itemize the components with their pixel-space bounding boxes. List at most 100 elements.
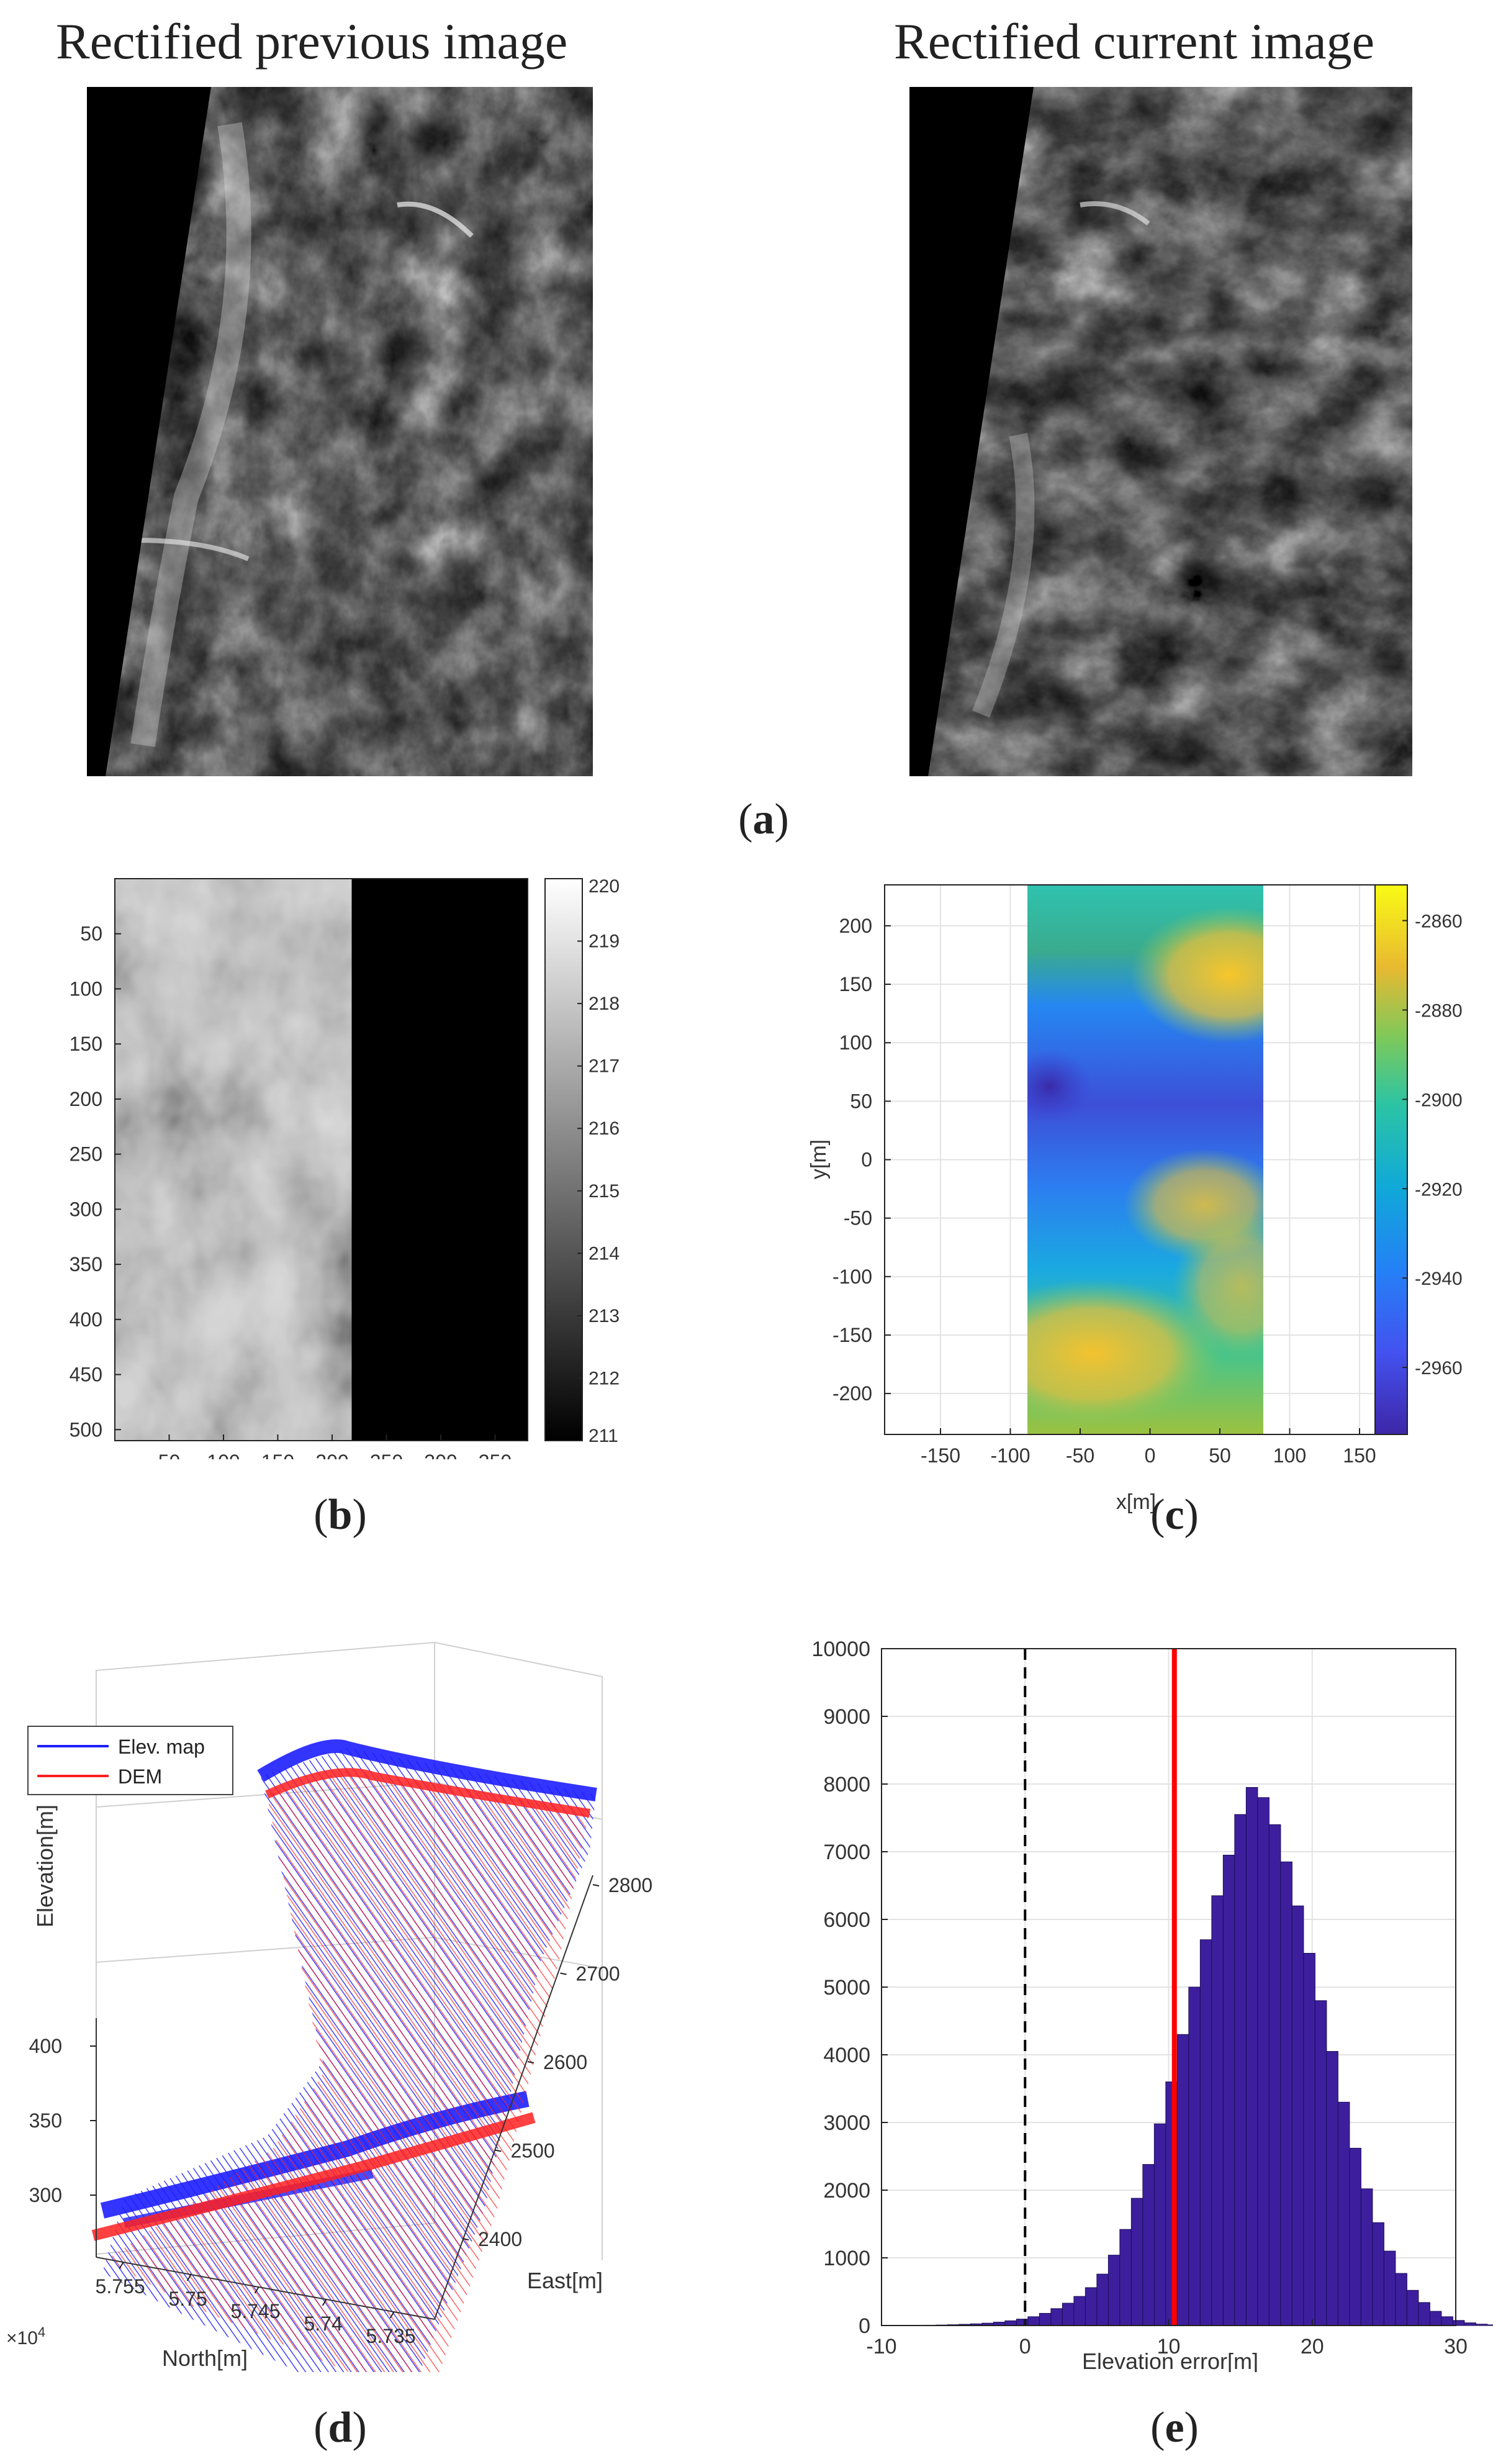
histogram-bar <box>1291 1905 1304 2326</box>
dem-point-cloud <box>91 1768 591 2372</box>
b-ytick-label: 100 <box>70 977 102 1000</box>
histogram-bar <box>1326 2051 1338 2326</box>
panel-label-c: (c) <box>1150 1491 1199 1539</box>
panel-e-histogram: -10 0 10 20 30100009000800070006000500040003… <box>811 1637 1493 2372</box>
d-east-tick-label: 2600 <box>543 2051 587 2073</box>
left-image-title: Rectified previous image <box>56 13 568 70</box>
histogram-bar <box>1280 1861 1292 2326</box>
histogram-bars <box>924 1787 1493 2326</box>
histogram-bar <box>1429 2311 1442 2326</box>
d-east-tick-label: 2800 <box>608 1874 652 1896</box>
panel-label-e: (e) <box>1150 2404 1199 2452</box>
b-colorbar-label: 211 <box>589 1426 618 1446</box>
b-ytick-label: 300 <box>70 1198 102 1220</box>
grayscale-colorbar <box>544 878 583 1441</box>
histogram-bar <box>1245 1787 1258 2326</box>
b-colorbar-label: 219 <box>589 931 620 952</box>
d-east-tick <box>527 2061 535 2063</box>
histogram-bar <box>1475 2324 1488 2326</box>
c-colorbar-label: -2860 <box>1415 912 1463 932</box>
b-colorbar-label: 213 <box>589 1306 620 1326</box>
c-colorbar-label: -2880 <box>1415 1000 1463 1021</box>
d-north-tick-label: 5.735 <box>366 2325 416 2347</box>
b-colorbar-label: 216 <box>589 1118 620 1139</box>
b-xtick-label: 350 <box>479 1451 512 1459</box>
histogram-bar <box>1211 1895 1224 2326</box>
histogram-bar <box>1004 2320 1017 2326</box>
b-xtick-label: 250 <box>370 1451 403 1459</box>
histogram-bar <box>1383 2250 1396 2326</box>
histogram-bar <box>1073 2296 1086 2326</box>
e-ytick-label: 10000 <box>811 1637 870 1661</box>
histogram-bar <box>1464 2322 1476 2326</box>
panel-label-d: (d) <box>313 2404 367 2452</box>
d-ylabel: East[m] <box>527 2268 603 2293</box>
panel-d-3d-scatter: 5.755 5.75 5.745 5.74 5.735 2400 2500 2600 2700 2… <box>6 1641 652 2372</box>
histogram-bar <box>1487 2324 1493 2326</box>
c-colorbar-label: -2920 <box>1415 1179 1463 1200</box>
c-colorbar-label: -2960 <box>1415 1358 1463 1379</box>
b-xtick-label: 150 <box>261 1451 294 1459</box>
histogram-bar <box>1349 2147 1361 2326</box>
b-ytick-label: 200 <box>70 1088 102 1110</box>
d-elev-tick-label: 300 <box>29 2184 62 2206</box>
histogram-bar <box>1142 2164 1155 2326</box>
d-north-tick <box>119 2262 124 2269</box>
c-xtick-label: -150 <box>921 1444 960 1467</box>
legend-dem: DEM <box>118 1765 162 1788</box>
e-xtick-label: 30 <box>1444 2335 1468 2358</box>
c-xtick-label: 50 <box>1209 1444 1231 1467</box>
histogram-bar <box>1176 2034 1189 2326</box>
b-colorbar-label: 212 <box>589 1368 620 1388</box>
histogram-bar <box>1119 2229 1132 2326</box>
b-xtick-label: 200 <box>315 1451 348 1459</box>
e-ytick-label: 5000 <box>823 1976 870 2000</box>
d-north-tick-label: 5.745 <box>231 2300 281 2322</box>
d-elev-tick-label: 350 <box>29 2109 62 2132</box>
histogram-bar <box>1452 2320 1465 2326</box>
histogram-bar <box>1027 2316 1040 2326</box>
c-ytick-label: 100 <box>839 1031 872 1054</box>
b-ytick-label: 50 <box>80 923 102 945</box>
c-ytick-label: 50 <box>850 1090 872 1112</box>
c-ytick-label: -200 <box>832 1382 872 1405</box>
histogram-bar <box>1372 2222 1384 2326</box>
histogram-bar <box>1039 2312 1052 2326</box>
d-east-tick <box>560 1972 567 1975</box>
histogram-bar <box>1395 2273 1407 2326</box>
parula-colorbar <box>1374 884 1408 1435</box>
c-xtick-label: -50 <box>1066 1444 1094 1467</box>
c-ytick-label: 200 <box>839 915 872 937</box>
c-ytick-label: 150 <box>839 973 872 995</box>
c-ytick-label: -50 <box>844 1207 872 1230</box>
histogram-bar <box>1441 2316 1453 2326</box>
histogram-bar <box>1222 1854 1235 2326</box>
panel-label-b: (b) <box>313 1491 367 1539</box>
histogram-bar <box>1303 1953 1315 2326</box>
e-ytick-label: 3000 <box>823 2111 870 2135</box>
e-ytick-label: 4000 <box>823 2044 870 2067</box>
d-north-tick-label: 5.74 <box>304 2312 342 2335</box>
c-xtick-label: 150 <box>1343 1444 1376 1467</box>
c-xtick-label: 0 <box>1145 1444 1156 1467</box>
e-ytick-label: 6000 <box>823 1908 870 1932</box>
d-x-multiplier: ×104 <box>6 2324 45 2348</box>
histogram-bar <box>1406 2290 1419 2326</box>
b-colorbar-label: 218 <box>589 994 620 1014</box>
histogram-bar <box>1337 2101 1350 2326</box>
histogram-bar <box>1153 2123 1166 2326</box>
c-ylabel: y[m] <box>807 1139 831 1179</box>
e-xtick-label: 20 <box>1301 2335 1324 2358</box>
e-xtick-label: 10 <box>1157 2335 1181 2358</box>
b-ytick-label: 350 <box>70 1253 102 1275</box>
b-ytick-label: 450 <box>70 1364 102 1386</box>
d-east-tick-label: 2700 <box>576 1963 620 1985</box>
b-colorbar-label: 215 <box>589 1181 620 1202</box>
d-east-tick-label: 2400 <box>478 2228 522 2250</box>
histogram-bar <box>1062 2303 1075 2326</box>
e-ytick-label: 7000 <box>823 1841 870 1864</box>
e-xlabel: Elevation error[m] <box>1082 2348 1258 2372</box>
heatmap-axes-frame <box>114 878 528 1441</box>
histogram-bar <box>1314 2000 1327 2326</box>
rectified-images <box>87 87 1412 776</box>
